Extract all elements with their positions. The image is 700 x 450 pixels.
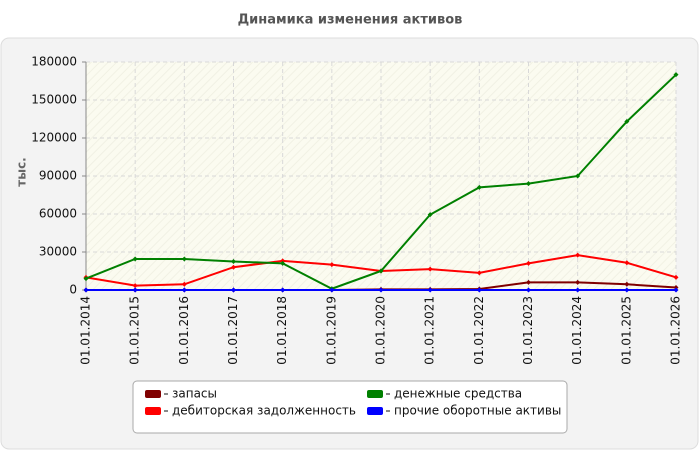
point [673, 72, 679, 78]
point [329, 262, 335, 268]
y-tick-label: 90000 [39, 169, 77, 183]
point [624, 281, 630, 287]
legend-swatch [145, 390, 161, 398]
point [526, 260, 531, 266]
x-tick-label: 01.01.2026 [669, 296, 683, 365]
point [132, 283, 138, 289]
x-tick-label: 01.01.2022 [472, 296, 486, 365]
point [575, 173, 581, 179]
point [231, 264, 236, 270]
y-axis-label: тыс. [15, 157, 29, 186]
point [280, 287, 286, 293]
y-tick-label: 30000 [39, 245, 77, 259]
x-tick-label: 01.01.2018 [275, 296, 289, 365]
point [476, 184, 482, 190]
x-tick-label: 01.01.2019 [324, 296, 338, 365]
point [526, 279, 531, 285]
point [83, 276, 89, 282]
x-tick-label: 01.01.2024 [570, 296, 584, 365]
point [132, 287, 138, 293]
point [624, 287, 630, 293]
point [476, 270, 482, 276]
legend [132, 380, 568, 434]
point [231, 287, 236, 293]
point [427, 266, 433, 272]
legend-label: дебиторская задолженность [172, 404, 356, 418]
y-tick-label: 150000 [31, 93, 77, 107]
y-tick-label: 60000 [39, 207, 77, 221]
x-tick-label: 01.01.2014 [79, 296, 93, 365]
point [673, 287, 679, 293]
chart-title: Динамика изменения активов [238, 13, 463, 28]
point [624, 260, 630, 266]
point [329, 287, 335, 293]
x-tick-label: 01.01.2017 [226, 296, 240, 365]
point [181, 287, 187, 293]
point [526, 181, 531, 187]
x-tick-label: 01.01.2025 [619, 296, 633, 365]
x-tick-label: 01.01.2023 [521, 296, 535, 365]
point [231, 259, 236, 264]
point [575, 287, 581, 293]
legend-label: запасы [172, 387, 217, 401]
y-tick-label: 0 [69, 283, 77, 297]
point [673, 274, 679, 280]
point [181, 281, 187, 287]
point [132, 256, 138, 262]
y-tick-label: 120000 [31, 131, 77, 145]
legend-label: прочие оборотные активы [394, 404, 561, 418]
legend-swatch [145, 407, 161, 415]
y-tick-label: 180000 [31, 55, 77, 69]
point [624, 119, 630, 125]
point [575, 279, 581, 285]
point [280, 258, 286, 264]
point [427, 212, 433, 218]
point [526, 287, 531, 293]
x-tick-label: 01.01.2020 [374, 296, 388, 365]
point [673, 284, 679, 290]
point [83, 287, 89, 293]
point [280, 260, 286, 266]
legend-swatch [367, 407, 383, 415]
point [476, 287, 482, 293]
point [378, 268, 384, 274]
x-tick-label: 01.01.2021 [423, 296, 437, 365]
x-tick-label: 01.01.2016 [177, 296, 191, 365]
x-tick-label: 01.01.2015 [128, 296, 142, 365]
point [378, 287, 384, 293]
point [181, 256, 187, 262]
point [575, 252, 581, 258]
point [427, 287, 433, 293]
legend-label: денежные средства [394, 387, 522, 401]
legend-swatch [367, 390, 383, 398]
